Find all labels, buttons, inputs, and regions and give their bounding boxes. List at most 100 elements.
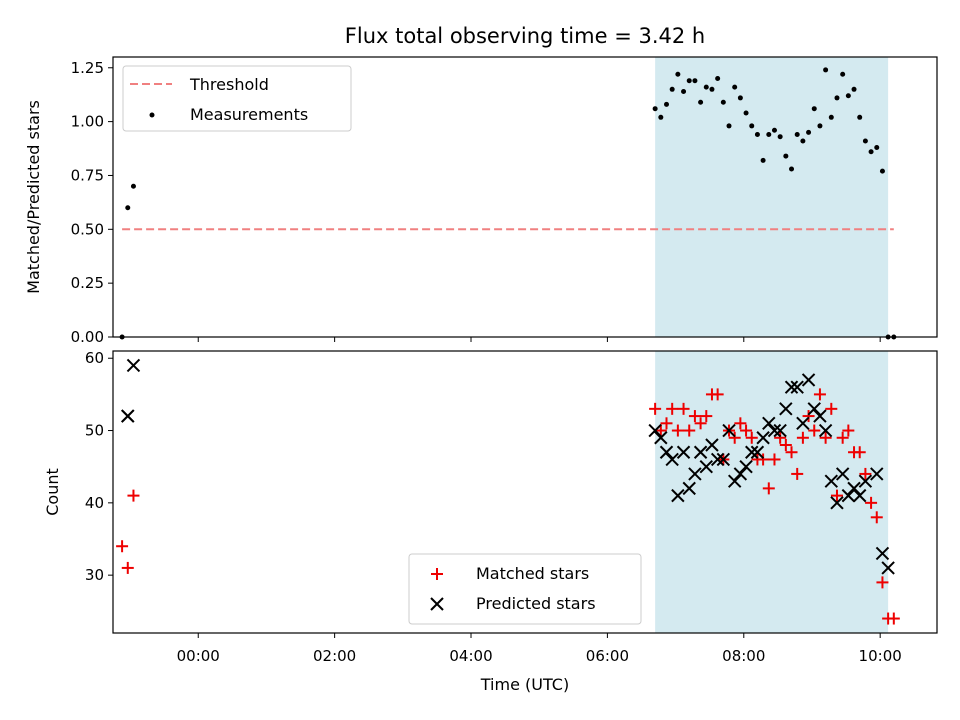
top-y-axis: 0.00 0.25 0.50 0.75 1.00 1.25 bbox=[71, 59, 113, 346]
predicted-star-marker bbox=[699, 459, 713, 474]
measurement-point bbox=[686, 78, 692, 84]
measurement-point bbox=[675, 71, 681, 77]
measurement-point bbox=[851, 86, 857, 92]
measurement-point bbox=[879, 168, 885, 174]
y-tick-label: 50 bbox=[85, 422, 104, 440]
measurement-point bbox=[652, 106, 658, 112]
predicted-star-marker bbox=[665, 452, 679, 467]
measurement-point bbox=[789, 166, 795, 172]
top-y-axis-label: Matched/Predicted stars bbox=[24, 100, 43, 294]
matched-star-marker bbox=[671, 424, 684, 437]
top-legend: Threshold Measurements bbox=[122, 65, 352, 132]
predicted-star-marker bbox=[676, 445, 691, 459]
matched-star-marker bbox=[740, 424, 753, 437]
matched-star-marker bbox=[768, 453, 781, 466]
measurement-point bbox=[669, 86, 675, 92]
predicted-star-marker bbox=[858, 474, 873, 488]
predicted-star-marker bbox=[671, 488, 685, 503]
matched-star-marker bbox=[796, 431, 809, 444]
legend-predicted-swatch bbox=[430, 597, 444, 611]
y-tick-label: 0.75 bbox=[71, 166, 104, 184]
x-tick-label: 02:00 bbox=[313, 647, 356, 665]
matched-star-marker bbox=[677, 402, 690, 415]
predicted-star-marker bbox=[830, 496, 844, 510]
measurement-point bbox=[726, 123, 732, 129]
predicted-star-marker bbox=[801, 373, 816, 387]
matched-star-marker bbox=[660, 417, 673, 430]
predicted-star-marker bbox=[807, 402, 821, 416]
y-tick-label: 1.25 bbox=[71, 59, 104, 77]
matched-star-marker bbox=[853, 446, 866, 459]
measurement-point bbox=[737, 95, 743, 101]
measurement-point bbox=[845, 93, 851, 99]
legend-measurements-swatch bbox=[149, 112, 155, 118]
measurement-point bbox=[823, 67, 829, 73]
matched-star-marker bbox=[813, 388, 826, 401]
predicted-star-marker bbox=[875, 546, 890, 561]
matched-star-marker bbox=[711, 388, 724, 401]
measurement-point bbox=[840, 71, 846, 77]
measurement-point bbox=[749, 123, 755, 129]
bottom-legend: Matched stars Predicted stars bbox=[408, 553, 642, 625]
predicted-star-marker bbox=[733, 467, 748, 481]
matched-star-marker bbox=[774, 431, 787, 444]
matched-star-marker bbox=[728, 431, 741, 444]
legend-matched-swatch bbox=[431, 568, 443, 580]
measurement-point bbox=[811, 106, 817, 112]
bottom-y-axis: 30 40 50 60 bbox=[85, 349, 113, 584]
predicted-star-marker bbox=[750, 445, 765, 459]
observing-span bbox=[655, 57, 889, 337]
top-observing-span-layer bbox=[655, 57, 889, 337]
matched-star-marker bbox=[757, 453, 770, 466]
matched-star-marker bbox=[825, 402, 838, 415]
predicted-star-marker bbox=[773, 423, 787, 438]
measurement-point bbox=[698, 99, 704, 105]
x-tick-label: 06:00 bbox=[586, 647, 629, 665]
measurement-point bbox=[862, 138, 868, 144]
measurement-point bbox=[715, 76, 721, 82]
predicted-star-marker bbox=[790, 380, 804, 394]
bottom-legend-frame bbox=[408, 553, 642, 625]
predicted-star-marker bbox=[824, 474, 839, 488]
measurement-point bbox=[703, 84, 709, 90]
measurement-point bbox=[777, 134, 783, 140]
bottom-y-axis-label: Count bbox=[43, 468, 62, 516]
predicted-star-marker bbox=[784, 380, 799, 394]
measurement-point bbox=[828, 114, 834, 120]
matched-star-marker bbox=[649, 402, 662, 415]
measurement-point bbox=[130, 183, 136, 189]
y-tick-label: 0.50 bbox=[71, 220, 104, 238]
predicted-star-marker bbox=[813, 409, 827, 423]
predicted-star-marker bbox=[796, 416, 810, 431]
measurement-point bbox=[681, 88, 687, 94]
predicted-star-marker bbox=[745, 445, 759, 459]
top-series-layer bbox=[119, 67, 897, 340]
y-tick-label: 40 bbox=[85, 494, 104, 512]
predicted-star-marker bbox=[767, 423, 782, 438]
predicted-star-marker bbox=[659, 445, 674, 459]
matched-star-marker bbox=[830, 489, 843, 502]
predicted-star-marker bbox=[739, 459, 753, 474]
legend-matched-label: Matched stars bbox=[476, 564, 589, 583]
x-tick-label: 00:00 bbox=[177, 647, 220, 665]
measurement-point bbox=[692, 78, 698, 84]
y-tick-label: 1.00 bbox=[71, 113, 104, 131]
x-tick-label: 04:00 bbox=[449, 647, 492, 665]
matched-star-marker bbox=[842, 424, 855, 437]
predicted-star-marker bbox=[648, 423, 662, 438]
measurement-point bbox=[800, 138, 806, 144]
measurement-point bbox=[783, 153, 789, 159]
predicted-star-marker bbox=[847, 481, 861, 496]
matched-star-marker bbox=[779, 439, 792, 451]
predicted-star-marker bbox=[727, 474, 742, 488]
matched-star-marker bbox=[745, 431, 758, 444]
predicted-star-marker bbox=[853, 488, 867, 503]
measurement-point bbox=[766, 132, 772, 138]
matched-star-marker bbox=[785, 446, 798, 459]
predicted-star-marker bbox=[818, 423, 833, 438]
matched-star-marker bbox=[819, 431, 832, 444]
matched-star-marker bbox=[802, 410, 815, 423]
measurement-point bbox=[857, 114, 863, 120]
predicted-star-marker bbox=[716, 452, 731, 467]
